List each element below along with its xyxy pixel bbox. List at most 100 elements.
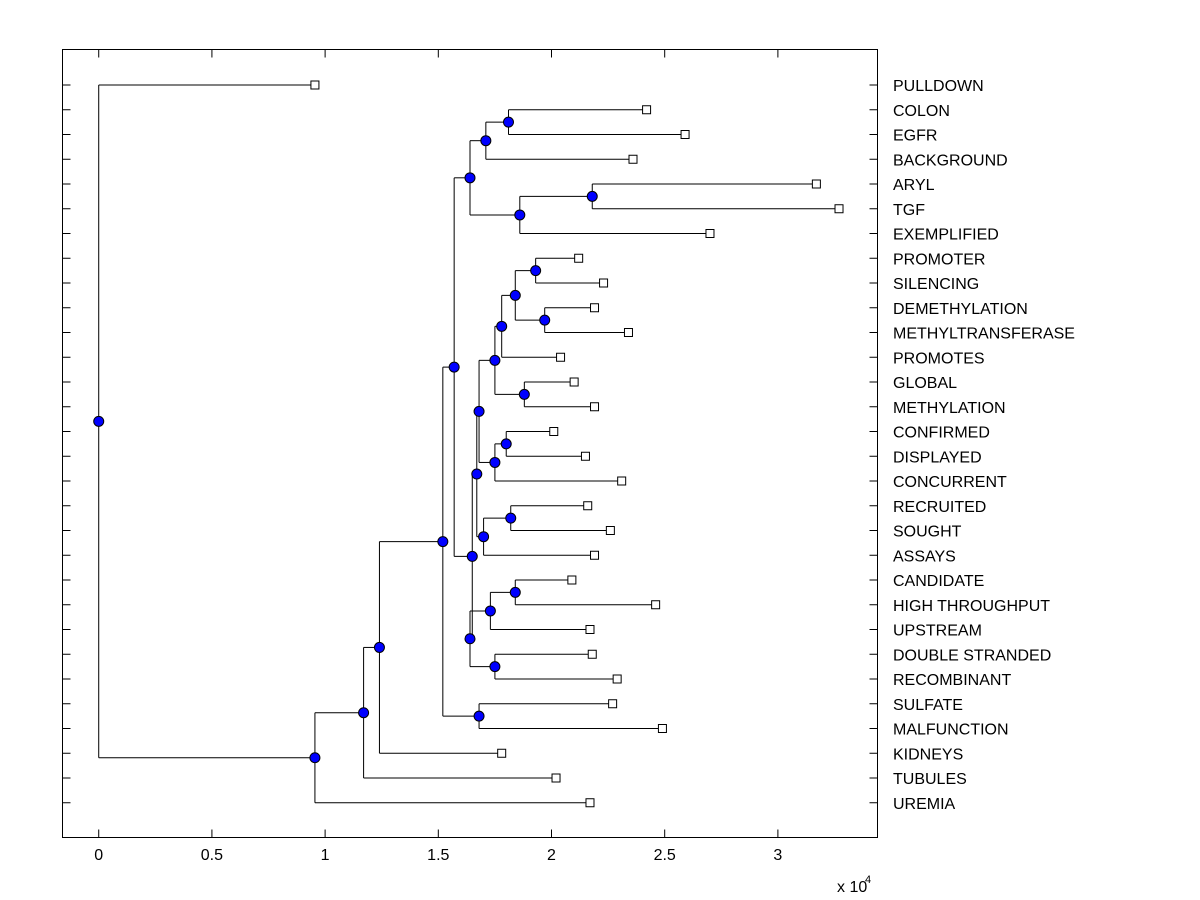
node-marker bbox=[464, 633, 476, 645]
node-marker bbox=[489, 456, 501, 468]
leaf-marker bbox=[590, 402, 600, 412]
node-marker bbox=[502, 116, 514, 128]
y-axis-ticks bbox=[62, 84, 878, 804]
node-marker bbox=[464, 172, 476, 184]
leaf-marker bbox=[705, 229, 715, 238]
node-marker bbox=[514, 209, 526, 221]
x-tick-labels: 0 0.5 1 1.5 2 2.5 3 bbox=[94, 847, 782, 864]
node-marker bbox=[484, 605, 496, 617]
leaf-marker bbox=[657, 724, 667, 733]
x-tick-label: 0.5 bbox=[201, 847, 223, 864]
node-marker bbox=[93, 415, 105, 427]
leaf-marker bbox=[569, 377, 579, 387]
node-marker bbox=[309, 752, 321, 764]
leaf-marker bbox=[583, 501, 593, 511]
leaf-marker bbox=[680, 130, 690, 139]
node-marker bbox=[373, 641, 385, 653]
leaf-label: PROMOTER bbox=[893, 251, 985, 268]
node-marker bbox=[466, 550, 478, 562]
leaf-label: KIDNEYS bbox=[893, 746, 963, 763]
node-marker bbox=[489, 354, 501, 366]
leaf-label: DISPLAYED bbox=[893, 449, 982, 466]
leaf-label: COLON bbox=[893, 103, 950, 120]
x-exponent-base: x 10 bbox=[837, 879, 867, 896]
leaf-marker bbox=[567, 575, 577, 585]
leaf-label: SOUGHT bbox=[893, 524, 962, 541]
leaf-marker bbox=[612, 674, 622, 684]
leaf-label: EGFR bbox=[893, 128, 937, 145]
x-axis-ticks bbox=[98, 49, 779, 838]
node-markers bbox=[93, 116, 598, 764]
x-exponent-power: 4 bbox=[865, 874, 871, 886]
leaf-labels: PULLDOWN COLON EGFR BACKGROUND ARYL TGF EXEMPL… bbox=[893, 78, 1075, 813]
leaf-label: METHYLTRANSFERASE bbox=[893, 326, 1075, 343]
leaf-label: SULFATE bbox=[893, 697, 963, 714]
node-marker bbox=[509, 289, 521, 301]
node-marker bbox=[358, 707, 370, 719]
leaf-label: SILENCING bbox=[893, 276, 979, 293]
leaf-label: ASSAYS bbox=[893, 548, 956, 565]
leaf-marker bbox=[580, 451, 590, 461]
leaf-label: MALFUNCTION bbox=[893, 722, 1009, 739]
leaf-label: TUBULES bbox=[893, 771, 967, 788]
node-marker bbox=[473, 710, 485, 722]
leaf-label: CONCURRENT bbox=[893, 474, 1007, 491]
leaf-label: ARYL bbox=[893, 177, 935, 194]
node-marker bbox=[473, 405, 485, 417]
leaf-label: TGF bbox=[893, 202, 925, 219]
node-marker bbox=[478, 531, 490, 543]
leaf-marker bbox=[608, 699, 618, 709]
node-marker bbox=[518, 388, 530, 400]
node-marker bbox=[509, 586, 521, 598]
leaf-marker bbox=[551, 773, 561, 783]
leaf-marker bbox=[642, 105, 652, 115]
x-tick-label: 0 bbox=[94, 847, 103, 864]
leaf-label: DEMETHYLATION bbox=[893, 301, 1028, 318]
leaf-label: RECOMBINANT bbox=[893, 672, 1011, 689]
leaf-label: PULLDOWN bbox=[893, 78, 984, 95]
node-marker bbox=[471, 468, 483, 480]
leaf-marker bbox=[834, 204, 844, 214]
leaf-label: GLOBAL bbox=[893, 375, 957, 392]
leaf-marker bbox=[628, 154, 638, 164]
leaf-label: BACKGROUND bbox=[893, 152, 1008, 169]
leaf-marker bbox=[556, 352, 566, 362]
leaf-label: HIGH THROUGHPUT bbox=[893, 598, 1050, 615]
x-tick-label: 1 bbox=[321, 847, 330, 864]
leaf-label: UPSTREAM bbox=[893, 623, 982, 640]
x-tick-label: 2.5 bbox=[654, 847, 676, 864]
leaf-marker bbox=[623, 328, 633, 337]
leaf-marker bbox=[497, 748, 507, 758]
leaf-label: CONFIRMED bbox=[893, 425, 990, 442]
leaf-marker bbox=[590, 550, 600, 560]
node-marker bbox=[505, 512, 517, 524]
x-tick-label: 1.5 bbox=[427, 847, 449, 864]
leaf-label: PROMOTES bbox=[893, 350, 985, 367]
leaf-marker bbox=[651, 600, 661, 610]
leaf-label: CANDIDATE bbox=[893, 573, 984, 590]
x-axis-exponent: x 10 4 bbox=[837, 874, 871, 896]
node-marker bbox=[500, 438, 512, 450]
leaf-marker bbox=[599, 278, 609, 288]
node-marker bbox=[496, 320, 508, 332]
node-marker bbox=[480, 135, 492, 147]
leaf-label: DOUBLE STRANDED bbox=[893, 647, 1051, 664]
node-marker bbox=[448, 361, 460, 373]
leaf-label: METHYLATION bbox=[893, 400, 1006, 417]
leaf-markers bbox=[310, 80, 844, 808]
leaf-marker bbox=[617, 476, 627, 486]
leaf-marker bbox=[605, 526, 615, 535]
leaf-marker bbox=[585, 625, 595, 634]
x-tick-label: 2 bbox=[547, 847, 556, 864]
leaf-marker bbox=[310, 80, 320, 90]
leaf-marker bbox=[585, 798, 595, 808]
leaf-label: EXEMPLIFIED bbox=[893, 227, 999, 244]
leaf-label: RECRUITED bbox=[893, 499, 986, 516]
node-marker bbox=[586, 190, 598, 202]
leaf-marker bbox=[811, 179, 821, 189]
node-marker bbox=[489, 661, 501, 673]
leaf-label: UREMIA bbox=[893, 796, 956, 813]
leaf-marker bbox=[574, 253, 584, 263]
